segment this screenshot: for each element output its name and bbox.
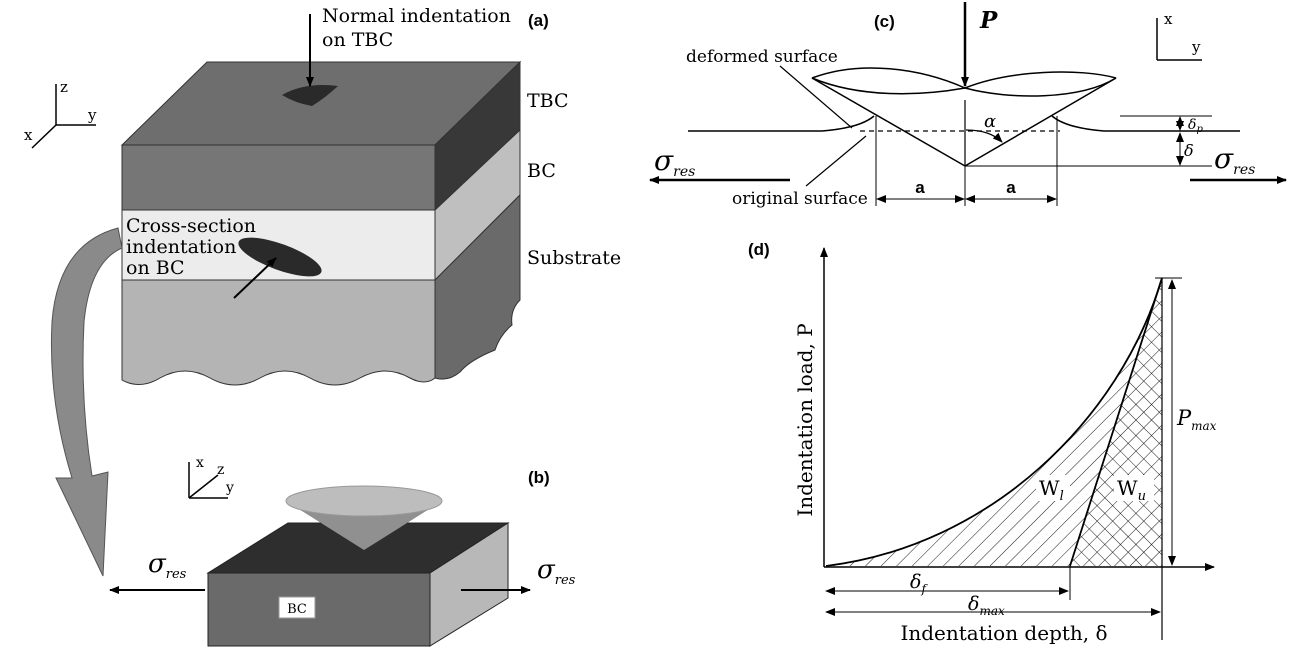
left-pileup — [821, 115, 875, 132]
sigma-left-label: σres — [148, 549, 187, 582]
tbc-layer-label: TBC — [527, 90, 569, 112]
a-right-label: a — [1006, 178, 1016, 197]
pmax-label: Pmax — [1176, 406, 1217, 433]
panel-d-tag: (d) — [748, 240, 770, 259]
normal-indentation-label-1: Normal indentation — [322, 5, 511, 27]
bc-layer-label: BC — [527, 160, 556, 182]
delta-f-label: δf — [910, 571, 928, 596]
load-label: P — [979, 7, 998, 34]
bc-block-label: BC — [287, 602, 307, 617]
indenter-right-edge — [964, 77, 1117, 167]
axis-z-label-b: z — [217, 462, 224, 478]
right-pileup — [1051, 115, 1105, 132]
axis-y-label-b: y — [225, 480, 234, 496]
axes-triad-c — [1156, 18, 1202, 61]
axis-x-label-c: x — [1164, 10, 1173, 28]
delta-max-label: δmax — [968, 593, 1005, 618]
x-axis-title: Indentation depth, δ — [900, 621, 1107, 645]
wu-label: Wu — [1117, 476, 1146, 504]
axis-x-label-a: x — [24, 126, 33, 144]
loading-curve — [825, 277, 1163, 567]
panel-d: (d) Pmax Wl Wu δf δmax Indentation depth… — [748, 240, 1217, 645]
wl-label-bg — [1036, 475, 1070, 501]
cross-section-label-3: on BC — [126, 257, 185, 279]
indenter-left-edge — [811, 77, 966, 167]
panel-c-tag: (c) — [874, 12, 895, 31]
y-axis-title: Indentation load, P — [793, 323, 817, 516]
cross-section-label-1: Cross-section — [126, 215, 256, 237]
panel-b: BC σres σres (b) x z y — [109, 455, 576, 647]
sigma-left-label-c: σres — [654, 144, 695, 180]
substrate-side-face — [434, 193, 521, 380]
substrate-layer-label: Substrate — [527, 247, 621, 269]
axis-y-label-a: y — [87, 106, 97, 124]
wu-label-bg — [1114, 475, 1154, 501]
panel-a: Normal indentation on TBC (a) TBC BC Sub… — [24, 5, 621, 577]
a-left-label: a — [915, 178, 925, 197]
normal-indentation-label-2: on TBC — [322, 29, 393, 51]
delta-label: δ — [1184, 141, 1194, 160]
indenter-top-lower — [811, 77, 1117, 97]
panel-b-tag: (b) — [528, 468, 550, 487]
cross-section-label-2: indentation — [126, 236, 236, 258]
substrate-front-face — [121, 279, 436, 386]
bc-block-front — [207, 572, 431, 647]
cross-section-arrow — [233, 257, 277, 299]
deformed-surface-leader — [779, 65, 853, 129]
tbc-indent-mark — [282, 85, 338, 106]
curved-arrow — [50, 227, 123, 577]
wl-label: Wl — [1039, 476, 1064, 504]
deformed-surface-label: deformed surface — [686, 47, 838, 67]
axis-y-label-c: y — [1191, 38, 1201, 56]
axes-triad-b — [188, 462, 228, 499]
delta-p-label: δp — [1188, 117, 1203, 135]
original-surface-label: original surface — [732, 189, 868, 209]
axis-z-label-a: z — [60, 78, 68, 96]
sigma-right-label: σres — [537, 555, 576, 588]
axes-triad-a — [31, 84, 96, 149]
axis-x-label-b: x — [196, 455, 204, 471]
bc-label-box — [278, 596, 316, 619]
panel-a-tag: (a) — [528, 11, 549, 30]
unloading-line — [1069, 277, 1163, 567]
original-surface-leader — [805, 135, 867, 187]
alpha-arc — [965, 129, 1003, 143]
cone-top — [285, 485, 443, 517]
panel-c: P (c) deformed surface original surface … — [649, 2, 1287, 209]
bc-block-side — [429, 522, 509, 647]
alpha-label: α — [984, 111, 996, 132]
tbc-front-face — [121, 144, 436, 211]
sigma-right-label-c: σres — [1214, 142, 1255, 178]
bc-cross-section-indent — [238, 237, 322, 277]
